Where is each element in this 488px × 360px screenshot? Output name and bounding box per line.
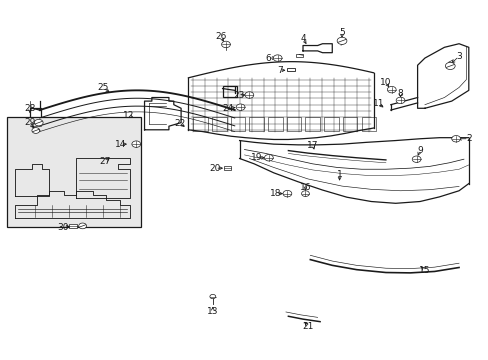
Circle shape: [445, 62, 454, 69]
Bar: [212, 117, 226, 131]
Text: 24: 24: [222, 104, 233, 113]
Bar: [267, 117, 282, 131]
Bar: [193, 117, 207, 131]
Circle shape: [79, 223, 86, 229]
Text: 12: 12: [122, 111, 134, 120]
Text: 28: 28: [24, 104, 36, 113]
Text: 20: 20: [209, 164, 221, 173]
Circle shape: [221, 41, 230, 48]
Text: 19: 19: [250, 153, 262, 162]
Bar: [296, 54, 303, 57]
Text: 11: 11: [372, 99, 384, 108]
Circle shape: [244, 92, 253, 98]
Bar: [286, 117, 301, 131]
Text: 4: 4: [300, 34, 305, 43]
Text: 17: 17: [306, 141, 318, 150]
Circle shape: [386, 86, 395, 93]
Text: 22: 22: [174, 119, 185, 128]
Circle shape: [264, 154, 273, 161]
Text: 7: 7: [276, 66, 282, 75]
Text: 26: 26: [215, 32, 226, 41]
Circle shape: [34, 120, 43, 126]
Text: 13: 13: [206, 307, 218, 316]
Text: 15: 15: [418, 266, 430, 275]
Text: 14: 14: [114, 140, 125, 149]
Text: 8: 8: [397, 89, 403, 98]
Text: 25: 25: [97, 83, 108, 92]
Bar: [342, 117, 357, 131]
Bar: [305, 117, 320, 131]
Text: 27: 27: [100, 157, 111, 166]
Text: 16: 16: [299, 183, 310, 192]
Bar: [30, 108, 41, 131]
Circle shape: [132, 141, 141, 147]
Text: 1: 1: [336, 170, 342, 179]
Text: 9: 9: [416, 146, 422, 155]
Circle shape: [273, 55, 282, 61]
Circle shape: [395, 97, 404, 104]
Circle shape: [236, 104, 244, 111]
Text: 21: 21: [302, 322, 313, 331]
Circle shape: [411, 156, 420, 162]
Text: 5: 5: [339, 28, 344, 37]
Bar: [286, 68, 294, 71]
Text: 10: 10: [379, 78, 391, 87]
Bar: [324, 117, 338, 131]
Circle shape: [301, 191, 309, 197]
Text: 18: 18: [270, 189, 282, 198]
Text: 29: 29: [24, 118, 36, 127]
Text: 3: 3: [455, 52, 461, 61]
Text: 23: 23: [232, 90, 244, 99]
Circle shape: [209, 294, 215, 299]
Bar: [222, 86, 237, 97]
Bar: [69, 224, 77, 228]
Bar: [223, 166, 231, 170]
Text: 6: 6: [264, 54, 270, 63]
Circle shape: [32, 128, 40, 134]
Text: 2: 2: [465, 134, 470, 143]
Circle shape: [451, 135, 460, 142]
Bar: [230, 117, 245, 131]
Text: 30: 30: [57, 223, 69, 232]
Bar: [249, 117, 264, 131]
Bar: [6, 117, 141, 226]
Circle shape: [283, 190, 291, 197]
Bar: [361, 117, 375, 131]
Circle shape: [336, 37, 346, 44]
